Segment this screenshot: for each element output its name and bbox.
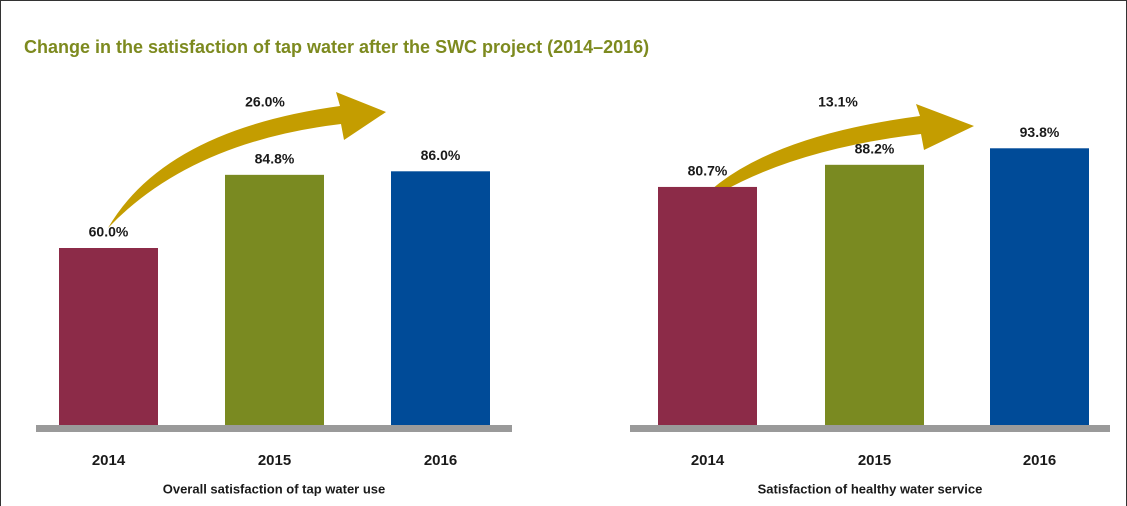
bar — [990, 148, 1089, 426]
bar — [825, 164, 924, 425]
chart-title: Change in the satisfaction of tap water … — [24, 37, 649, 57]
x-tick-label: 2015 — [258, 452, 291, 469]
bar — [225, 174, 324, 425]
trend-arrow — [108, 92, 386, 228]
bar — [59, 248, 158, 425]
arrow — [688, 104, 974, 214]
value-label: 60.0% — [89, 224, 129, 240]
value-label: 88.2% — [855, 141, 895, 157]
annotation: 13.1% — [818, 94, 858, 110]
value-label: 80.7% — [688, 163, 728, 179]
annotation: 26.0% — [245, 94, 285, 110]
value-label: 84.8% — [255, 151, 295, 167]
arrow — [108, 92, 386, 228]
trend-arrow — [688, 104, 974, 214]
bar — [658, 186, 757, 425]
value-label: 93.8% — [1020, 124, 1060, 140]
bar — [391, 171, 490, 425]
x-tick-label: 2015 — [858, 452, 891, 469]
value-label: 86.0% — [421, 147, 461, 163]
x-axis-label: Overall satisfaction of tap water use — [163, 481, 386, 496]
x-tick-label: 2014 — [92, 452, 126, 469]
x-axis-label: Satisfaction of healthy water service — [758, 481, 983, 496]
baseline — [630, 425, 1110, 432]
x-tick-label: 2014 — [691, 452, 725, 469]
x-tick-label: 2016 — [424, 452, 457, 469]
x-tick-label: 2016 — [1023, 452, 1056, 469]
baseline — [36, 425, 512, 432]
